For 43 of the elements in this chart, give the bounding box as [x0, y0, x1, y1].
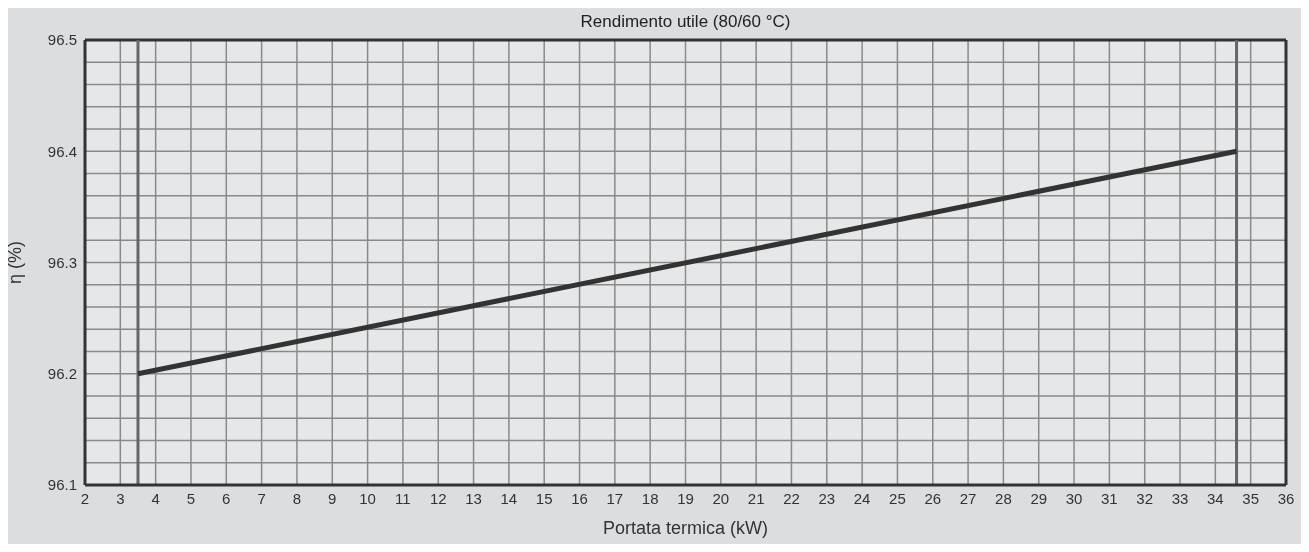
x-tick-label: 5: [186, 489, 196, 507]
x-tick-label: 7: [257, 489, 266, 507]
x-tick-label: 23: [818, 489, 836, 507]
x-tick-label: 33: [1171, 489, 1189, 507]
x-tick-label: 21: [747, 489, 765, 507]
x-tick-label: 3: [116, 489, 125, 507]
x-tick-label: 36: [1277, 489, 1295, 507]
y-tick-label: 96.2: [47, 365, 77, 383]
y-tick-label: 96.4: [47, 142, 77, 160]
x-tick-label: 12: [429, 489, 447, 507]
y-tick-label: 96.3: [47, 253, 77, 271]
x-tick-label: 29: [1030, 489, 1048, 507]
x-tick-label: 24: [853, 489, 871, 507]
x-tick-label: 31: [1101, 489, 1118, 507]
x-tick-label: 20: [712, 489, 730, 507]
x-axis-title: Portata termica (kW): [602, 518, 769, 538]
x-tick-label: 16: [571, 489, 588, 507]
x-tick-label: 8: [292, 489, 302, 507]
y-tick-label: 96.5: [47, 31, 77, 49]
x-tick-label: 35: [1242, 489, 1260, 507]
x-tick-label: 10: [359, 489, 376, 507]
x-tick-label: 17: [606, 489, 624, 507]
x-tick-label: 26: [924, 489, 942, 507]
y-tick-label: 96.1: [47, 476, 77, 494]
x-tick-label: 13: [465, 489, 482, 507]
x-tick-label: 4: [151, 489, 160, 507]
x-tick-label: 9: [328, 489, 337, 507]
x-tick-label: 34: [1207, 489, 1224, 507]
x-tick-label: 18: [641, 489, 659, 507]
x-tick-label: 11: [395, 489, 411, 507]
x-tick-label: 32: [1136, 489, 1154, 507]
x-tick-label: 2: [80, 489, 90, 507]
x-tick-label: 22: [783, 489, 800, 507]
x-tick-label: 19: [677, 489, 694, 507]
x-tick-label: 6: [222, 489, 231, 507]
x-tick-label: 28: [995, 489, 1012, 507]
chart-title: Rendimento utile (80/60 °C): [579, 12, 792, 32]
x-tick-label: 14: [500, 489, 518, 507]
x-tick-label: 27: [959, 489, 977, 507]
x-tick-label: 30: [1065, 489, 1083, 507]
y-axis-title: η (%): [5, 240, 26, 285]
x-tick-label: 15: [535, 489, 553, 507]
x-tick-label: 25: [889, 489, 906, 507]
